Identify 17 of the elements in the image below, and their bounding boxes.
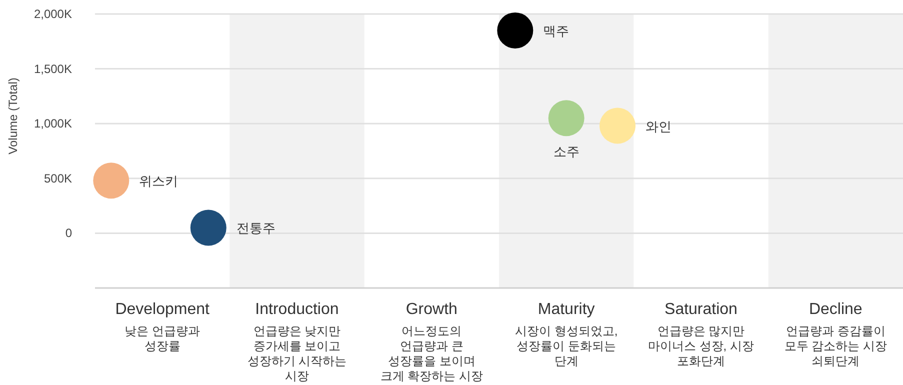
y-tick-label: 2,000K — [34, 7, 72, 21]
series-label: 와인 — [646, 118, 672, 134]
x-tick-label: Growth 어느정도의 언급량과 큰 성장률을 보이며 크게 확장하는 시장 — [379, 300, 484, 384]
series-label: 전통주 — [236, 220, 276, 236]
x-tick-label: Introduction 언급량은 낮지만 증가세를 보이고 성장하기 시작하는 시장 — [246, 300, 348, 384]
x-tick-label: Decline 언급량과 증감률이 모두 감소하는 시장 쇠퇴단계 — [783, 300, 888, 369]
series-label: 소주 — [553, 144, 580, 160]
y-axis-title: Volume (Total) — [6, 78, 20, 154]
x-tick-label: Development 낮은 언급량과 성장률 — [114, 300, 210, 354]
y-tick-label: 1,500K — [34, 62, 72, 76]
y-tick-label: 500K — [44, 171, 72, 186]
x-tick-label: Maturity 시장이 형성되었고, 성장률이 둔화되는 단계 — [514, 300, 619, 369]
x-tick-label: Saturation 언급량은 많지만 마이너스 성장, 시장 포화단계 — [646, 300, 755, 369]
series-label: 맥주 — [543, 23, 570, 38]
series-label: 위스키 — [139, 174, 178, 189]
y-tick-label: 1,000K — [34, 116, 72, 131]
y-tick-label: 0 — [65, 226, 72, 240]
